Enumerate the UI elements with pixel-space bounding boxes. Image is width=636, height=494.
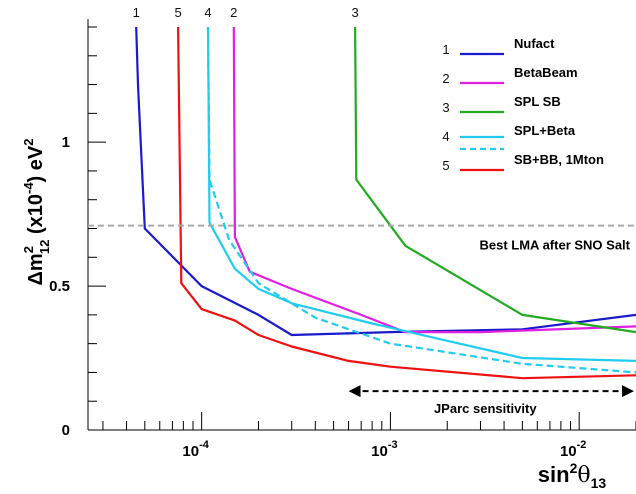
legend-label: Nufact: [514, 36, 555, 51]
x-tick-exponent: -3: [388, 439, 398, 451]
y-tick-label: 0.5: [49, 278, 70, 295]
curve-4b: [206, 26, 636, 374]
curve-number-label: 2: [230, 5, 237, 20]
curve-4: [206, 26, 636, 362]
x-tick-exponent: -2: [577, 439, 587, 451]
jparc-arrow-head-right: [622, 385, 634, 398]
jparc-label: JParc sensitivity: [434, 401, 537, 416]
legend-number: 2: [442, 71, 449, 86]
legend-label: SB+BB, 1Mton: [514, 152, 604, 167]
legend-label: SPL+Beta: [514, 123, 576, 138]
legend-label: BetaBeam: [514, 65, 578, 80]
curve-number-label: 3: [351, 5, 358, 20]
legend-label: SPL SB: [514, 94, 561, 109]
x-axis-title: sin2θ13: [538, 460, 607, 491]
best-lma-label: Best LMA after SNO Salt: [480, 238, 631, 253]
curve-3: [354, 26, 636, 334]
curve-number-label: 4: [204, 5, 211, 20]
x-title-sub: 13: [591, 475, 607, 491]
y-title-exp: -4: [21, 182, 36, 194]
y-title-dm: Δm: [25, 253, 47, 285]
y-title-tail: (x10: [25, 194, 47, 240]
curve-5: [177, 26, 636, 380]
legend-number: 4: [442, 129, 449, 144]
y-tick-label: 1: [62, 134, 70, 151]
x-tick-label: 10-4: [182, 439, 209, 460]
x-tick-base: 10: [182, 443, 199, 460]
y-title-sup: 2: [21, 246, 36, 253]
curve-1: [135, 26, 636, 337]
x-tick-label: 10-2: [560, 439, 586, 460]
x-tick-base: 10: [371, 443, 388, 460]
jparc-arrow-head-left: [348, 385, 361, 398]
y-tick-label: 0: [62, 422, 70, 439]
y-axis-title: Δm212 (x10-4) eV2: [21, 139, 52, 286]
y-title-unit-sup: 2: [21, 139, 36, 146]
x-title-sin: sin: [538, 462, 570, 487]
curve-number-label: 1: [133, 5, 140, 20]
curve-2: [232, 26, 636, 334]
y-title-sub: 12: [37, 240, 52, 254]
curve-number-label: 5: [174, 5, 181, 20]
x-tick-base: 10: [560, 443, 577, 460]
x-tick-label: 10-3: [371, 439, 397, 460]
legend-number: 1: [442, 42, 449, 57]
legend-number: 3: [442, 100, 449, 115]
x-title-theta: θ: [577, 463, 590, 488]
x-title-sup: 2: [570, 460, 578, 476]
legend-number: 5: [442, 158, 449, 173]
y-title-unit: ) eV: [25, 145, 47, 182]
x-tick-exponent: -4: [199, 439, 210, 451]
